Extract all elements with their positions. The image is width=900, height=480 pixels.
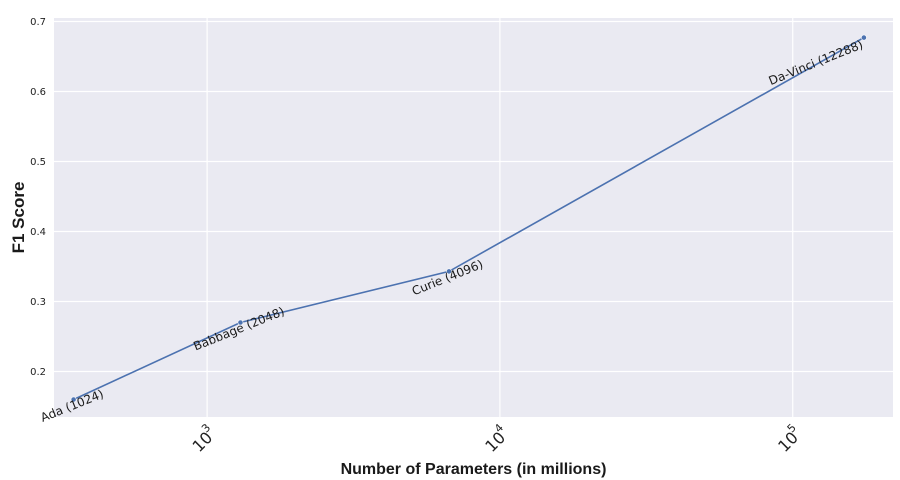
- x-tick-base: 10: [188, 428, 216, 456]
- y-tick-label: 0.2: [30, 367, 46, 378]
- grid-lines: [54, 18, 893, 417]
- x-tick-base: 10: [481, 428, 509, 456]
- y-tick-label: 0.7: [30, 17, 46, 28]
- data-point: [446, 268, 452, 275]
- data-points: [70, 34, 867, 403]
- y-tick-label: 0.4: [30, 227, 46, 238]
- y-axis-label: F1 Score: [9, 182, 28, 254]
- series-layer: [73, 36, 865, 401]
- y-tick-label: 0.3: [30, 297, 46, 308]
- y-tick-label: 0.6: [30, 87, 46, 98]
- x-tick-label: 104: [481, 421, 509, 456]
- x-tick-label: 105: [774, 421, 802, 456]
- series-line: [73, 36, 865, 401]
- x-axis-ticks: 103 104 105: [188, 421, 802, 456]
- plot-area: [54, 18, 893, 417]
- x-tick-label: 103: [188, 421, 216, 456]
- y-tick-label: 0.5: [30, 157, 46, 168]
- y-axis-ticks: 0.2 0.3 0.4 0.5 0.6 0.7: [30, 17, 46, 378]
- data-point: [70, 396, 77, 403]
- x-tick-base: 10: [774, 428, 802, 456]
- data-point: [237, 319, 244, 326]
- data-point: [860, 34, 867, 41]
- x-axis-label: Number of Parameters (in millions): [341, 461, 607, 478]
